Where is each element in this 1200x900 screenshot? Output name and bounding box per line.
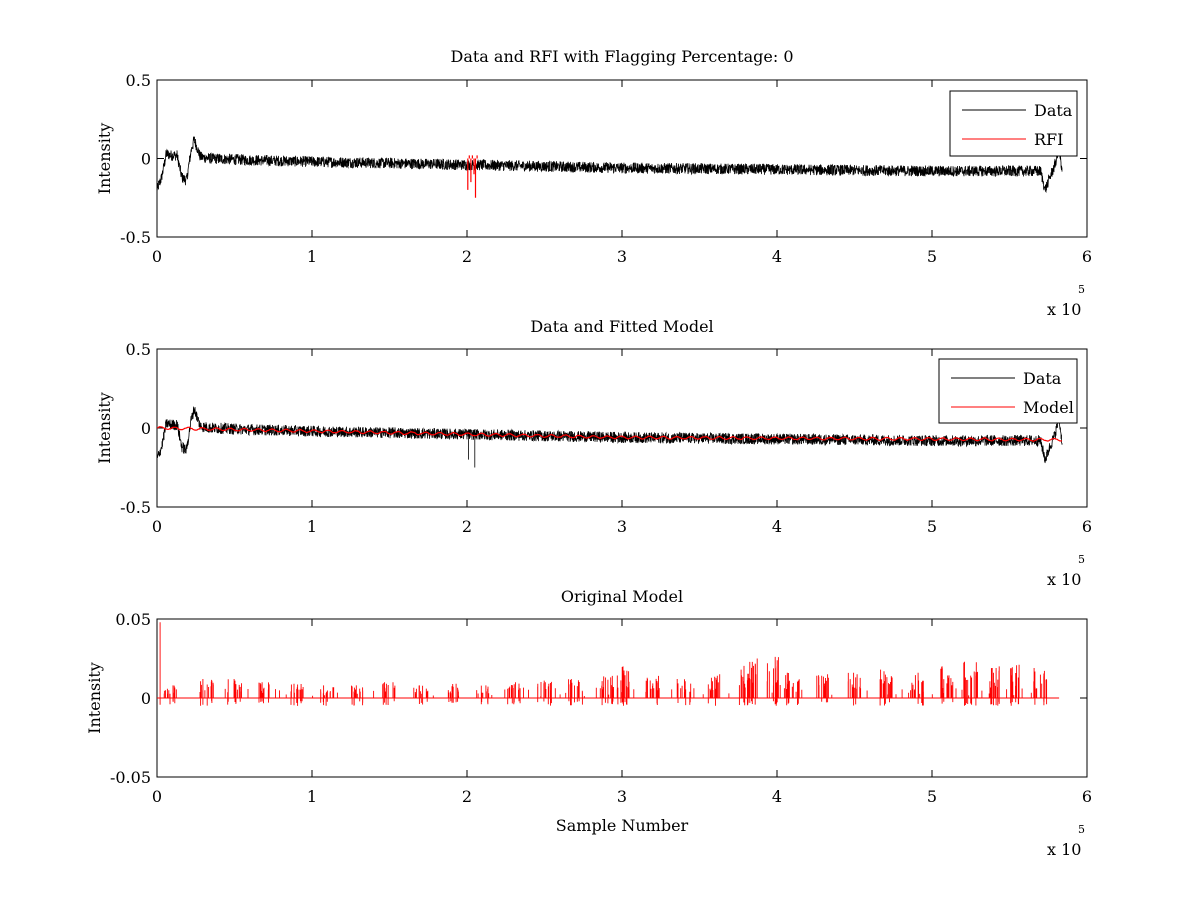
legend-label: Data — [1023, 369, 1062, 388]
x-exponent-power: 5 — [1078, 283, 1085, 296]
y-tick-label: 0 — [141, 419, 151, 438]
y-axis-label: Intensity — [95, 123, 114, 195]
legend-label: RFI — [1034, 130, 1063, 149]
chart-title: Data and RFI with Flagging Percentage: 0 — [450, 47, 793, 66]
x-tick-label: 0 — [152, 247, 162, 266]
x-tick-label: 3 — [617, 247, 627, 266]
x-tick-label: 2 — [462, 517, 472, 536]
x-tick-label: 6 — [1082, 787, 1092, 806]
x-tick-label: 3 — [617, 517, 627, 536]
x-tick-label: 2 — [462, 247, 472, 266]
x-exponent-power: 5 — [1078, 553, 1085, 566]
x-exponent-label: x 10 — [1047, 840, 1081, 859]
axes-frame — [156, 79, 1088, 238]
x-tick-label: 0 — [152, 517, 162, 536]
y-tick-label: -0.5 — [120, 498, 151, 517]
legend-label: Model — [1023, 398, 1074, 417]
x-axis-label: Sample Number — [556, 816, 689, 835]
x-exponent-power: 5 — [1078, 823, 1085, 836]
x-tick-label: 1 — [307, 517, 317, 536]
y-tick-label: 0.5 — [126, 71, 151, 90]
y-tick-label: 0 — [141, 150, 151, 169]
x-tick-label: 5 — [927, 787, 937, 806]
x-tick-label: 3 — [617, 787, 627, 806]
x-tick-label: 0 — [152, 787, 162, 806]
y-axis-label: Intensity — [85, 662, 104, 734]
x-tick-label: 4 — [772, 517, 782, 536]
y-tick-label: -0.5 — [120, 228, 151, 247]
axes-frame — [156, 348, 1088, 508]
series-model-line — [157, 425, 1063, 442]
x-tick-label: 2 — [462, 787, 472, 806]
y-tick-label: 0.5 — [126, 340, 151, 359]
chart-title: Data and Fitted Model — [530, 317, 713, 336]
x-tick-label: 6 — [1082, 517, 1092, 536]
x-exponent-label: x 10 — [1047, 300, 1081, 319]
legend-box — [949, 90, 1078, 157]
legend-box — [938, 358, 1078, 424]
y-tick-label: 0 — [141, 689, 151, 708]
series-data-line — [157, 406, 1063, 468]
y-tick-label: -0.05 — [110, 768, 151, 787]
x-tick-label: 5 — [927, 517, 937, 536]
x-tick-label: 1 — [307, 787, 317, 806]
series-data-line — [157, 135, 1063, 194]
series-original-model — [157, 622, 1060, 706]
y-axis-label: Intensity — [95, 392, 114, 464]
x-exponent-label: x 10 — [1047, 570, 1081, 589]
x-tick-label: 6 — [1082, 247, 1092, 266]
legend: Data Model — [938, 358, 1078, 424]
x-tick-label: 4 — [772, 247, 782, 266]
legend-label: Data — [1034, 101, 1073, 120]
chart-title: Original Model — [561, 587, 683, 606]
x-tick-label: 1 — [307, 247, 317, 266]
x-tick-label: 4 — [772, 787, 782, 806]
series-rfi-spikes — [467, 155, 478, 198]
subplot-1: Data and RFI with Flagging Percentage: 0… — [95, 47, 1092, 319]
x-tick-label: 5 — [927, 247, 937, 266]
legend: Data RFI — [949, 90, 1078, 157]
y-tick-label: 0.05 — [115, 610, 151, 629]
